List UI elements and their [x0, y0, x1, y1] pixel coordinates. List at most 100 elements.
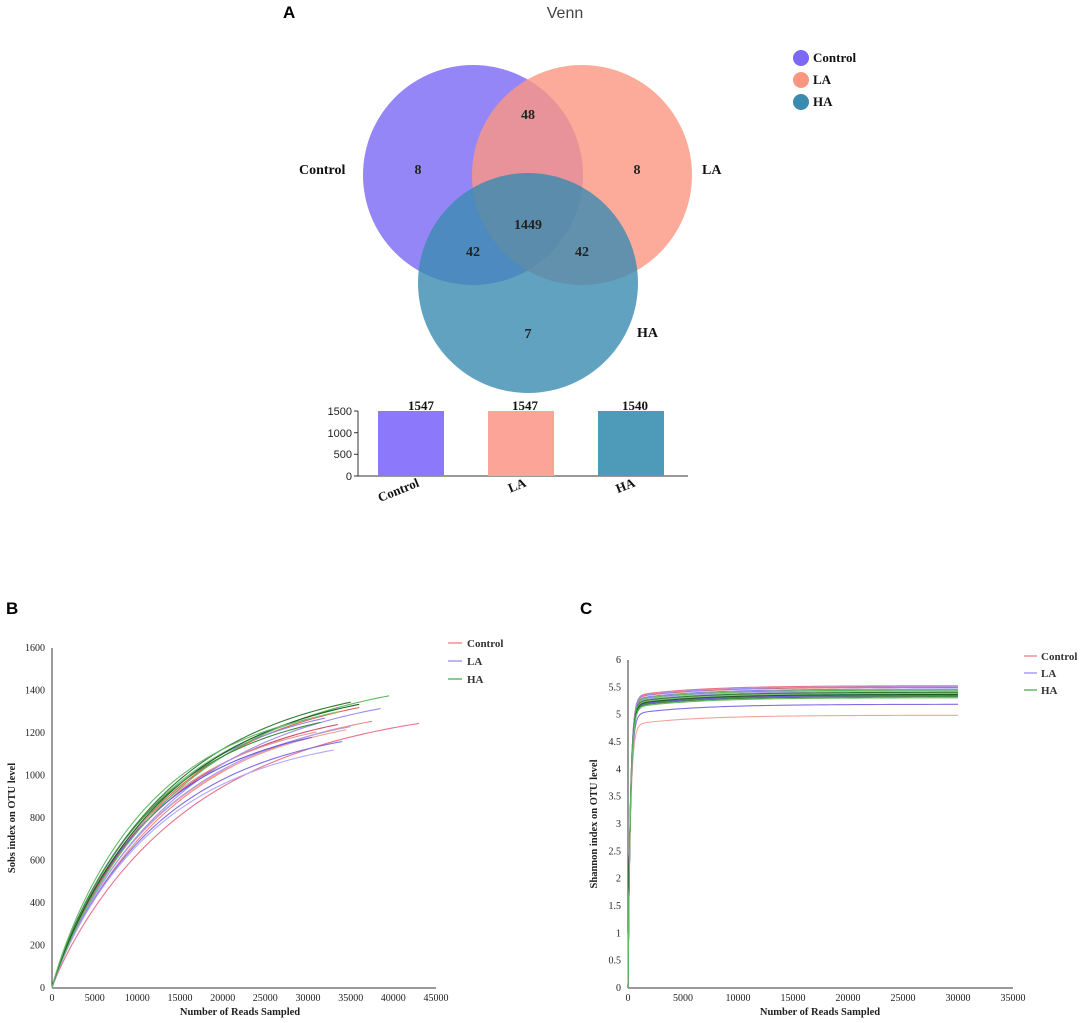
shannon-y-tick: 4	[616, 764, 621, 775]
shannon-y-tick: 0.5	[609, 956, 622, 967]
sobs-legend-label-control: Control	[467, 638, 503, 650]
shannon-y-tick: 3.5	[609, 792, 622, 803]
bar-y-tick: 500	[334, 449, 352, 461]
sobs-series-lines	[51, 695, 420, 989]
series-line-control	[51, 720, 373, 989]
shannon-x-tick: 25000	[891, 993, 916, 1004]
legend-swatch-control	[793, 50, 809, 66]
venn-title: Venn	[547, 5, 583, 22]
sobs-y-tick: 1400	[25, 686, 45, 697]
sobs-y-tick: 400	[30, 898, 45, 909]
panel-a-letter: A	[283, 3, 295, 22]
shannon-y-tick: 5.5	[609, 682, 622, 693]
sobs-y-tick: 1200	[25, 728, 45, 739]
series-line-la	[627, 690, 959, 989]
panel-c-letter: C	[580, 599, 592, 618]
bar-value-label-la: 1547	[512, 398, 539, 413]
sobs-x-ticks: 0 5000 10000 15000 20000 25000 30000 350…	[50, 993, 449, 1004]
sobs-y-ticks: 0 200 400 600 800 1000 1200 1400 1600	[25, 643, 45, 994]
shannon-y-tick: 3	[616, 819, 621, 830]
bar-y-tick: 0	[346, 471, 352, 483]
legend-label-ha: HA	[813, 94, 833, 109]
bar-ha	[598, 411, 664, 476]
legend-label-control: Control	[813, 50, 856, 65]
series-line-control	[627, 714, 958, 989]
venn-label-control: Control	[299, 163, 346, 178]
sobs-x-tick: 0	[50, 993, 55, 1004]
sobs-x-tick: 20000	[210, 993, 235, 1004]
bar-y-tick: 1500	[328, 406, 352, 418]
bar-x-tick-la: LA	[506, 475, 529, 496]
shannon-x-tick: 15000	[781, 993, 806, 1004]
shannon-legend-label-ha: HA	[1041, 685, 1058, 697]
series-line-la	[51, 717, 326, 989]
shannon-legend-label-la: LA	[1041, 668, 1056, 680]
venn-count-la-ha: 42	[575, 245, 589, 260]
series-line-ha	[627, 696, 958, 989]
series-line-ha	[51, 701, 351, 989]
shannon-y-tick: 1	[616, 928, 621, 939]
series-line-control	[51, 722, 420, 989]
series-line-ha	[51, 703, 360, 989]
sobs-y-tick: 1000	[25, 771, 45, 782]
bar-value-label-ha: 1540	[622, 398, 648, 413]
bar-control	[378, 411, 444, 476]
venn-count-ha-only: 7	[525, 327, 532, 342]
series-line-ha	[627, 691, 959, 989]
bar-x-tick-control: Control	[376, 475, 422, 505]
sobs-x-axis-label: Number of Reads Sampled	[180, 1007, 300, 1018]
shannon-y-axis-label: Shannon index on OTU level	[589, 759, 600, 888]
venn-legend: Control LA HA	[793, 50, 856, 110]
series-line-ha	[51, 718, 309, 989]
bar-y-tick: 1000	[328, 428, 352, 440]
venn-diagram	[363, 65, 692, 393]
panel-b-letter: B	[6, 599, 18, 618]
sobs-legend-label-ha: HA	[467, 674, 484, 686]
bars	[378, 411, 664, 476]
legend-swatch-la	[793, 72, 809, 88]
bar-value-label-control: 1547	[408, 398, 435, 413]
series-line-control	[627, 695, 959, 989]
bar-x-tick-ha: HA	[613, 475, 637, 496]
shannon-legend-label-control: Control	[1041, 651, 1077, 663]
shannon-rarefaction-chart: 0 0.5 1 1.5 2 2.5 3 3.5 4 4.5 5 5.5 6 0 …	[589, 651, 1077, 1018]
shannon-x-tick: 0	[626, 993, 631, 1004]
venn-count-la-only: 8	[634, 163, 641, 178]
shannon-x-ticks: 0 5000 10000 15000 20000 25000 30000 350…	[626, 993, 1026, 1004]
sobs-x-tick: 5000	[85, 993, 105, 1004]
sobs-x-tick: 25000	[253, 993, 278, 1004]
legend-swatch-ha	[793, 94, 809, 110]
sobs-legend: Control LA HA	[448, 638, 503, 686]
sobs-x-tick: 15000	[168, 993, 193, 1004]
series-line-la	[627, 703, 958, 989]
series-line-control	[627, 686, 959, 989]
shannon-x-tick: 10000	[726, 993, 751, 1004]
venn-label-la: LA	[702, 163, 722, 178]
venn-count-control-ha: 42	[466, 245, 480, 260]
legend-label-la: LA	[813, 72, 832, 87]
series-line-control	[51, 731, 317, 989]
venn-circle-ha	[418, 173, 638, 393]
series-line-la	[627, 695, 959, 989]
series-line-ha	[627, 693, 959, 989]
series-line-control	[51, 706, 360, 989]
sobs-rarefaction-chart: 0 200 400 600 800 1000 1200 1400 1600 0 …	[7, 638, 503, 1018]
shannon-x-tick: 35000	[1001, 993, 1026, 1004]
sobs-y-tick: 200	[30, 941, 45, 952]
shannon-x-tick: 30000	[946, 993, 971, 1004]
bar-y-ticks: 0 500 1000 1500	[328, 406, 358, 483]
shannon-x-tick: 5000	[673, 993, 693, 1004]
series-line-control	[627, 694, 958, 989]
sobs-x-tick: 35000	[338, 993, 363, 1004]
series-line-ha	[627, 689, 958, 989]
shannon-x-axis-label: Number of Reads Sampled	[760, 1007, 880, 1018]
shannon-y-tick: 2.5	[609, 846, 622, 857]
shannon-y-tick: 4.5	[609, 737, 622, 748]
venn-count-control-la: 48	[521, 108, 535, 123]
shannon-y-ticks: 0 0.5 1 1.5 2 2.5 3 3.5 4 4.5 5 5.5 6	[609, 655, 622, 994]
shannon-y-tick: 2	[616, 874, 621, 885]
shannon-y-tick: 0	[616, 983, 621, 994]
shannon-series-lines	[627, 685, 959, 989]
shannon-y-tick: 6	[616, 655, 621, 666]
